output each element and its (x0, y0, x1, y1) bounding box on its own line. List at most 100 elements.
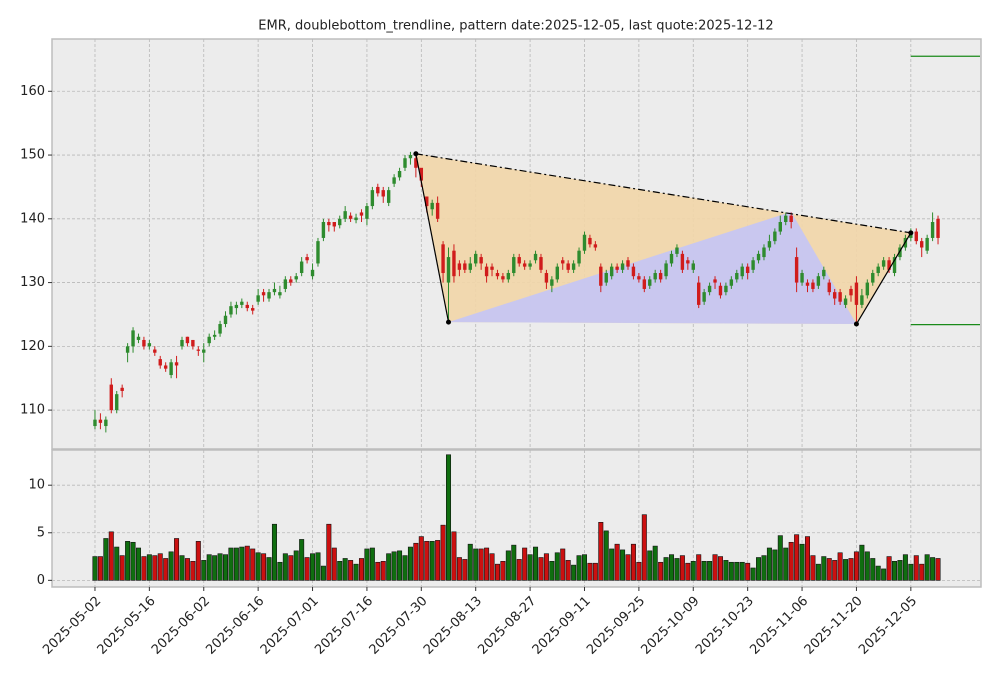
volume-bar (603, 530, 609, 581)
candle-body (680, 253, 685, 270)
candle-body (914, 231, 918, 242)
volume-bar (560, 548, 566, 581)
candle-body (381, 190, 385, 197)
pattern-line (855, 232, 912, 325)
pattern-point (446, 319, 452, 325)
volume-bar (429, 541, 435, 581)
candle-body (881, 260, 886, 267)
candle-body (800, 273, 804, 283)
candle-body (212, 334, 217, 337)
volume-bar (478, 548, 484, 581)
volume-bar (261, 553, 267, 581)
candle-body (261, 292, 266, 296)
candle-body (811, 282, 815, 289)
candle-body (392, 177, 396, 184)
candle-body (327, 222, 331, 226)
candle-body (522, 263, 527, 267)
volume-bar (326, 523, 332, 581)
candle-body (174, 362, 179, 366)
volume-bar (701, 561, 707, 581)
volume-bar (587, 562, 593, 581)
volume-bar (337, 561, 343, 581)
y-tick-label: 140 (20, 211, 45, 226)
volume-bar (886, 556, 892, 581)
volume-bar (630, 543, 636, 581)
candle-body (756, 253, 761, 261)
candle-body (202, 349, 206, 353)
candle-body (936, 218, 940, 238)
y-tick-label: 160 (20, 84, 45, 99)
candle-body (642, 279, 647, 289)
volume-bar (848, 558, 854, 581)
volume-bar (163, 558, 169, 581)
candle-body (120, 387, 124, 391)
candle-body (631, 266, 636, 277)
volume-bar (908, 563, 914, 581)
candle-body (784, 215, 788, 223)
x-tick-label: 2025-12-05 (856, 594, 920, 658)
volume-bar (658, 561, 664, 581)
candle-body (767, 241, 772, 248)
volume-bar (930, 557, 936, 581)
candle-body (365, 206, 369, 219)
volume-bar (620, 549, 626, 581)
volume-bar (592, 562, 598, 581)
volume-bar (130, 541, 136, 581)
volume-bar (783, 547, 789, 581)
candle-body (658, 273, 663, 280)
volume-bar (609, 548, 615, 581)
volume-bar (435, 540, 441, 581)
volume-bar (168, 551, 174, 581)
volume-bar (777, 535, 783, 581)
volume-bar (223, 554, 229, 581)
volume-bar (750, 567, 756, 581)
volume-bar (641, 514, 647, 581)
candle-body (397, 170, 402, 178)
candle-body (599, 266, 603, 286)
volume-bar (766, 547, 772, 581)
volume-bar (761, 555, 767, 581)
volume-bar (451, 531, 457, 581)
candle-body (109, 384, 113, 411)
candle-body (414, 158, 418, 168)
candle-body (539, 257, 543, 270)
candle-body (403, 158, 407, 168)
candle-body (310, 269, 315, 277)
candle-body (588, 237, 592, 245)
volume-bar (114, 546, 120, 581)
volume-bar (527, 554, 533, 581)
volume-bar (201, 560, 207, 581)
candle-body (425, 196, 429, 207)
candle-body (223, 315, 228, 325)
candle-body (468, 263, 472, 270)
candle-body (359, 212, 364, 216)
candle-body (637, 276, 641, 280)
candle-body (169, 362, 173, 376)
volume-bar (440, 524, 446, 581)
volume-bar (804, 536, 810, 581)
candle-body (441, 244, 445, 274)
candle-body (234, 304, 239, 309)
volume-bar (690, 561, 696, 581)
candle-body (838, 292, 842, 302)
volume-bar (391, 551, 397, 581)
candle-body (740, 266, 744, 277)
volume-bar (647, 550, 653, 581)
y-tick-label: 0 (37, 573, 45, 588)
volume-bar (810, 555, 816, 581)
candle-body (207, 336, 211, 344)
volume-bar (728, 561, 734, 581)
volume-bar (304, 557, 310, 581)
pattern-point (853, 321, 859, 327)
candle-body (653, 273, 657, 280)
candle-body (490, 266, 494, 270)
volume-bar (598, 522, 604, 581)
candle-body (729, 279, 734, 286)
volume-bar (299, 539, 305, 581)
volume-bar (255, 552, 261, 581)
volume-bar (788, 541, 794, 581)
volume-bar (348, 560, 354, 581)
volume-bar (369, 547, 375, 581)
candle-body (125, 346, 130, 353)
